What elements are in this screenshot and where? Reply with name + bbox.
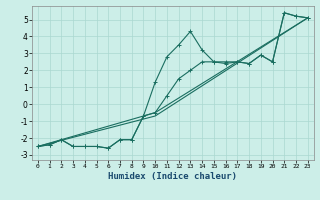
X-axis label: Humidex (Indice chaleur): Humidex (Indice chaleur) [108, 172, 237, 181]
